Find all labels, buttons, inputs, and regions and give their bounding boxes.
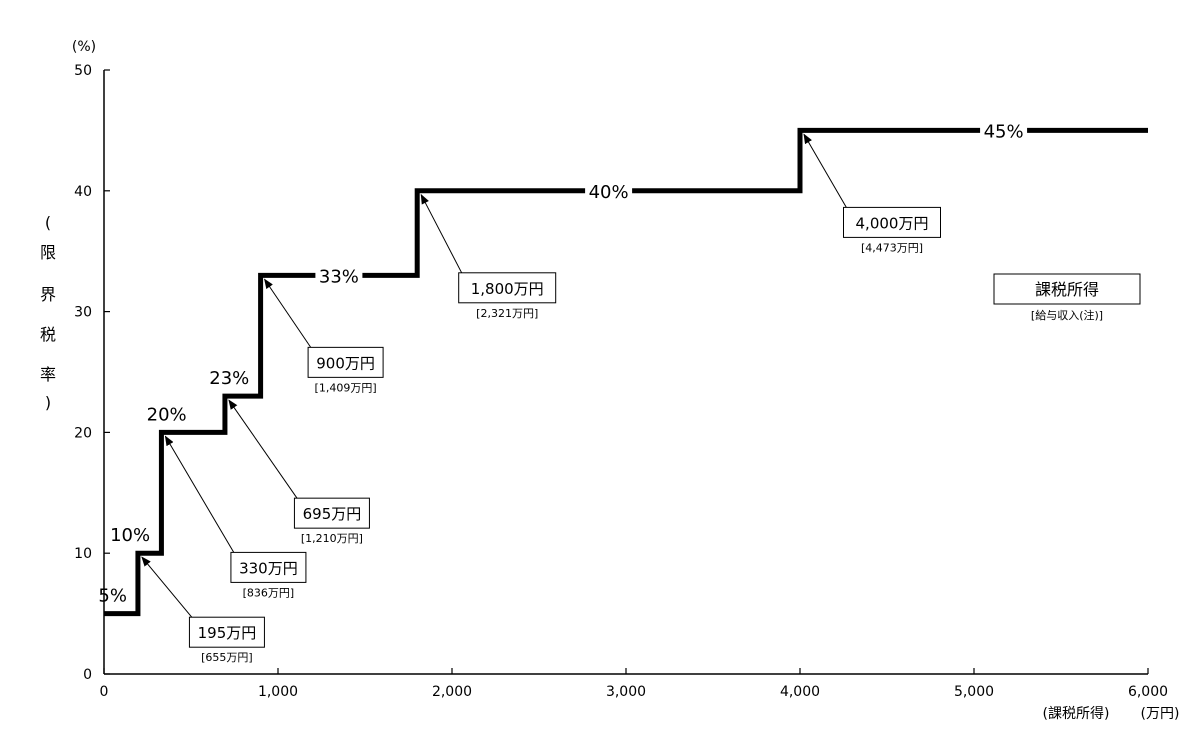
threshold-annotation: 695万円 [1,210万円] <box>228 399 370 545</box>
annotation-arrow <box>141 556 194 620</box>
y-tick-label: 0 <box>83 667 92 683</box>
threshold-annotation: 4,000万円 [4,473万円] <box>803 133 941 254</box>
x-tick-label: 4,000 <box>780 684 820 700</box>
annotation-arrow <box>228 399 299 501</box>
x-axis-label: (課税所得) <box>1043 705 1110 722</box>
annotation-sublabel: [655万円] <box>201 651 253 664</box>
y-axis-label-char: 界 <box>40 285 56 304</box>
threshold-annotation: 1,800万円 [2,321万円] <box>420 193 557 320</box>
y-axis-label-char: ( <box>45 213 51 232</box>
rate-label-bg <box>980 118 1028 143</box>
annotation-box <box>307 346 384 378</box>
tax-rate-step-line <box>104 127 1148 617</box>
annotation-box <box>188 616 265 648</box>
threshold-annotation: 195万円 [655万円] <box>141 556 265 664</box>
annotation-sublabel: [1,409万円] <box>315 381 377 394</box>
x-ticks: 0 1,000 2,000 3,000 4,000 5,000 6,000 <box>100 668 1168 700</box>
legend-sublabel: [給与収入(注)] <box>1031 308 1103 322</box>
y-axis-label-char: 率 <box>40 365 56 384</box>
annotation-sublabel: [4,473万円] <box>861 241 923 254</box>
y-axis-label-char: 限 <box>40 243 56 262</box>
y-ticks: 0 10 20 30 40 50 <box>74 63 110 683</box>
annotation-sublabel: [1,210万円] <box>301 532 363 545</box>
annotation-box <box>458 272 557 304</box>
rate-labels: 5% 10% 20% 23% 33% 40% 45% <box>98 118 1028 607</box>
series-group <box>104 127 1148 617</box>
annotation-box <box>843 206 941 238</box>
threshold-annotation: 900万円 [1,409万円] <box>264 278 384 394</box>
y-tick-label: 50 <box>74 63 92 79</box>
x-tick-label: 6,000 <box>1128 684 1168 700</box>
annotation-label: 900万円 <box>316 354 375 372</box>
annotation-label: 4,000万円 <box>856 214 929 232</box>
annotation-arrow <box>420 193 464 276</box>
y-axis-label-char: 税 <box>40 325 56 344</box>
x-tick-label: 5,000 <box>954 684 994 700</box>
annotation-label: 195万円 <box>198 624 257 642</box>
legend: 課税所得 [給与収入(注)] <box>993 273 1141 322</box>
annotation-label: 695万円 <box>303 505 362 523</box>
annotation-sublabel: [836万円] <box>243 586 295 599</box>
rate-label-bg <box>315 263 363 288</box>
rate-label: 10% <box>110 525 150 546</box>
y-unit-label: (%) <box>72 39 96 55</box>
threshold-annotation: 330万円 [836万円] <box>164 435 307 599</box>
x-tick-label: 3,000 <box>606 684 646 700</box>
y-tick-label: 30 <box>74 305 92 321</box>
rate-label: 20% <box>147 404 187 425</box>
annotation-sublabel: [2,321万円] <box>476 307 538 320</box>
annotation-arrow <box>164 435 236 555</box>
annotation-arrow <box>264 278 313 350</box>
legend-box <box>993 273 1141 305</box>
y-tick-label: 10 <box>74 546 92 562</box>
rate-label: 33% <box>319 266 359 287</box>
annotation-arrow <box>803 133 848 210</box>
rate-label: 5% <box>98 586 127 607</box>
x-unit-label: (万円) <box>1141 706 1180 722</box>
y-tick-label: 40 <box>74 184 92 200</box>
x-tick-label: 1,000 <box>258 684 298 700</box>
x-tick-label: 0 <box>100 684 109 700</box>
annotation-box <box>230 551 307 583</box>
annotation-label: 330万円 <box>239 559 298 577</box>
x-tick-label: 2,000 <box>432 684 472 700</box>
rate-label: 40% <box>589 182 629 203</box>
y-axis-label-char: ) <box>45 393 51 412</box>
rate-label: 45% <box>984 121 1024 142</box>
legend-label: 課税所得 <box>1035 280 1099 299</box>
threshold-annotations: 195万円 [655万円] 330万円 [836万円] 695万円 [1,210万円] 90… <box>141 133 941 664</box>
annotation-label: 1,800万円 <box>471 280 544 298</box>
rate-label: 23% <box>209 368 249 389</box>
y-tick-label: 20 <box>74 425 92 441</box>
annotation-box <box>293 497 370 529</box>
rate-label-bg <box>585 178 633 203</box>
